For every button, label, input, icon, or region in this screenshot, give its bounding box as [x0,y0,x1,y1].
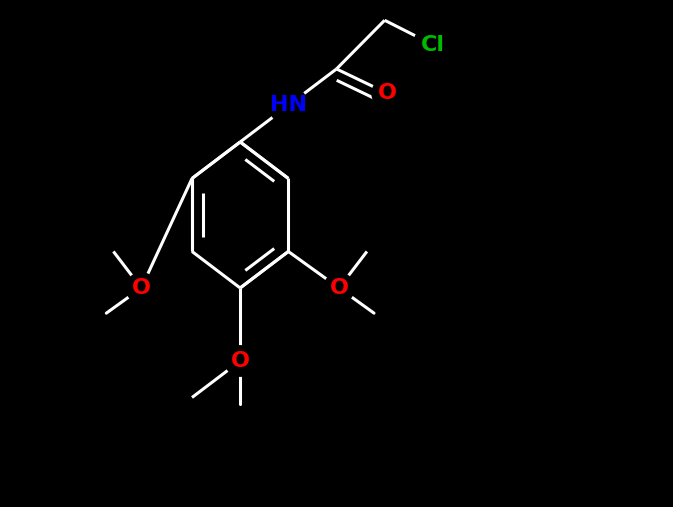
Text: Cl: Cl [421,34,445,55]
Text: O: O [378,83,396,103]
Circle shape [372,78,402,108]
Circle shape [269,86,308,125]
Circle shape [414,25,452,64]
Circle shape [324,273,354,303]
Text: HN: HN [270,95,307,116]
Text: O: O [330,278,349,298]
Text: O: O [231,351,250,371]
Circle shape [225,346,255,376]
Circle shape [126,273,157,303]
Text: O: O [132,278,151,298]
